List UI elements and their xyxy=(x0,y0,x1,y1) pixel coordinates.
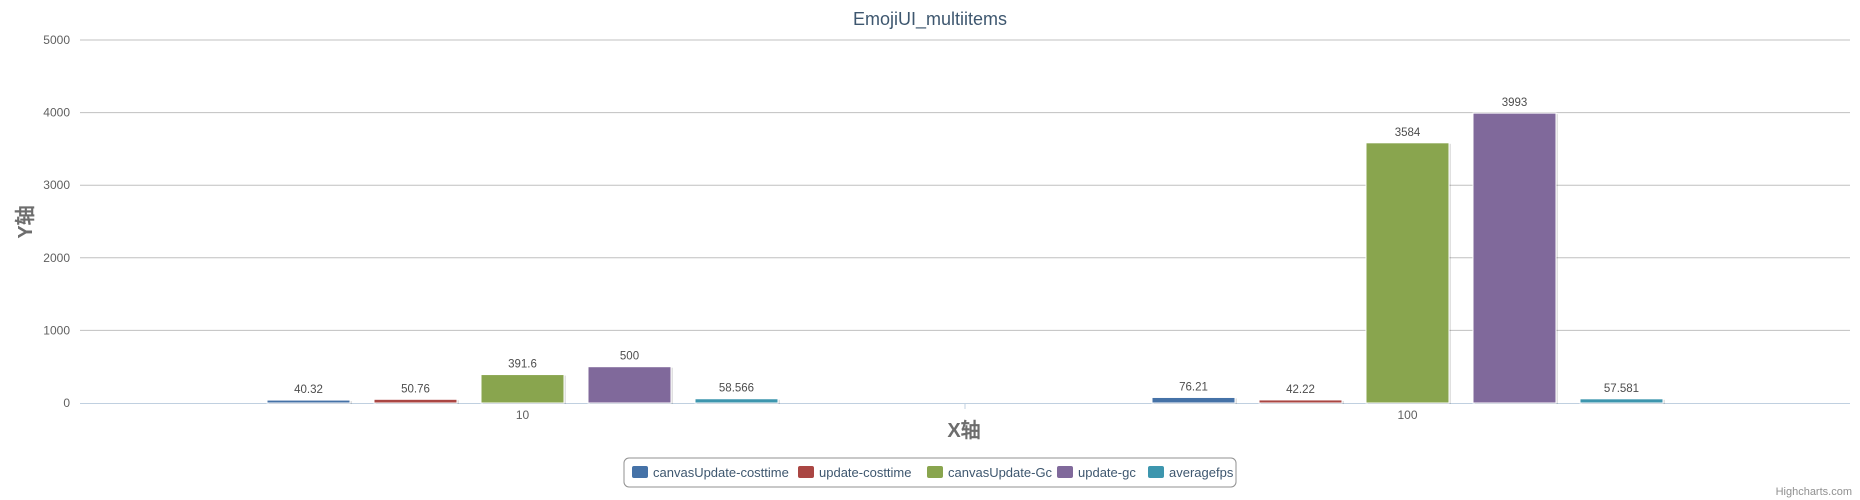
data-label: 58.566 xyxy=(719,383,754,395)
data-label: 3993 xyxy=(1502,97,1528,109)
y-tick-label: 4000 xyxy=(43,106,70,120)
legend-label: update-gc xyxy=(1078,465,1136,480)
legend-label: canvasUpdate-costtime xyxy=(653,465,789,480)
data-label: 50.76 xyxy=(401,383,430,395)
legend-label: update-costtime xyxy=(819,465,912,480)
bar[interactable] xyxy=(1472,112,1557,404)
legend-swatch xyxy=(927,466,943,478)
bar[interactable] xyxy=(694,398,779,404)
data-label: 391.6 xyxy=(508,359,537,371)
legend-item[interactable]: update-gc xyxy=(1057,465,1136,480)
x-axis-title: X轴 xyxy=(947,418,980,442)
bars: 40.32 50.76 391.6 500 58.566 76.21 42.22 3584 39… xyxy=(266,97,1665,404)
bar[interactable] xyxy=(587,366,672,404)
legend-item[interactable]: canvasUpdate-Gc xyxy=(927,465,1053,480)
y-tick-label: 1000 xyxy=(43,323,70,337)
y-tick-label: 3000 xyxy=(43,178,70,192)
x-tick-label: 10 xyxy=(516,408,530,422)
y-tick-label: 0 xyxy=(63,396,70,410)
credits-link[interactable]: Highcharts.com xyxy=(1776,486,1852,498)
data-label: 500 xyxy=(620,351,639,363)
bar[interactable] xyxy=(480,374,565,404)
data-label: 76.21 xyxy=(1179,381,1208,393)
grid-lines xyxy=(80,39,1850,404)
y-axis-ticks: 0 1000 2000 3000 4000 5000 xyxy=(43,33,70,410)
chart-title: EmojiUI_multiitems xyxy=(853,9,1007,30)
data-label: 57.581 xyxy=(1604,383,1639,395)
y-tick-label: 2000 xyxy=(43,251,70,265)
y-axis-title: Y轴 xyxy=(13,205,37,238)
bar[interactable] xyxy=(1258,399,1343,404)
bar[interactable] xyxy=(373,398,458,404)
bar[interactable] xyxy=(1151,396,1236,404)
legend: canvasUpdate-costtime update-costtime canv… xyxy=(623,457,1237,488)
legend-swatch xyxy=(632,466,648,478)
data-label: 3584 xyxy=(1395,127,1421,139)
legend-item[interactable]: canvasUpdate-costtime xyxy=(632,465,789,480)
bar[interactable] xyxy=(1365,142,1450,404)
legend-swatch xyxy=(1148,466,1164,478)
legend-item[interactable]: averagefps xyxy=(1148,465,1234,480)
bar[interactable] xyxy=(1579,398,1664,404)
data-label: 40.32 xyxy=(294,384,323,396)
legend-swatch xyxy=(1057,466,1073,478)
x-axis-ticks: 10 100 xyxy=(516,403,1418,422)
legend-item[interactable]: update-costtime xyxy=(798,465,912,480)
x-tick-label: 100 xyxy=(1397,408,1417,422)
legend-swatch xyxy=(798,466,814,478)
legend-label: averagefps xyxy=(1169,465,1234,480)
bar[interactable] xyxy=(266,399,351,404)
legend-label: canvasUpdate-Gc xyxy=(948,465,1053,480)
data-label: 42.22 xyxy=(1286,384,1315,396)
y-tick-label: 5000 xyxy=(43,33,70,47)
